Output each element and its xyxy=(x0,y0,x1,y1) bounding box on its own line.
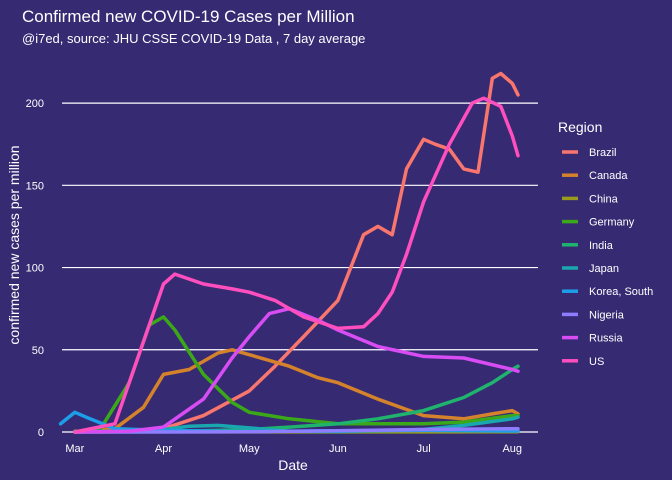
legend-label: Korea, South xyxy=(589,286,653,298)
chart-title: Confirmed new COVID-19 Cases per Million xyxy=(22,7,355,26)
x-tick-label: Mar xyxy=(65,443,84,455)
y-axis-title: confirmed new cases per million xyxy=(6,145,22,344)
y-tick-label: 50 xyxy=(32,345,44,357)
y-axis-ticks: 0 50 100 150 200 xyxy=(26,98,44,439)
x-tick-label: Jun xyxy=(329,443,347,455)
legend-label: Germany xyxy=(589,217,635,229)
series-line-canada xyxy=(73,348,520,434)
legend-label: Japan xyxy=(589,263,619,275)
series-line-nigeria xyxy=(73,426,520,434)
x-tick-label: Jul xyxy=(417,443,431,455)
x-tick-label: Aug xyxy=(502,443,522,455)
legend-label: India xyxy=(589,240,614,252)
legend-label: US xyxy=(589,356,604,368)
x-axis-title: Date xyxy=(278,457,308,473)
legend-label: Canada xyxy=(589,170,628,182)
y-tick-label: 100 xyxy=(26,263,44,275)
series-line-germany xyxy=(73,315,520,434)
y-tick-label: 0 xyxy=(38,427,44,439)
legend-label: Russia xyxy=(589,333,624,345)
x-axis-ticks: Mar Apr May Jun Jul Aug xyxy=(65,443,522,455)
series-line-us xyxy=(73,96,520,434)
legend-title: Region xyxy=(558,119,602,135)
legend-label: China xyxy=(589,193,619,205)
series-line-brazil xyxy=(73,71,520,434)
legend-label: Brazil xyxy=(589,147,617,159)
legend: Region Brazil Canada China Germany India Japa… xyxy=(558,119,653,368)
series-lines xyxy=(58,71,520,434)
y-tick-label: 150 xyxy=(26,180,44,192)
x-tick-label: Apr xyxy=(155,443,172,455)
gridlines xyxy=(62,102,538,433)
legend-label: Nigeria xyxy=(589,309,625,321)
x-tick-label: May xyxy=(239,443,260,455)
chart-subtitle: @i7ed, source: JHU CSSE COVID-19 Data , … xyxy=(22,31,365,46)
y-tick-label: 200 xyxy=(26,98,44,110)
